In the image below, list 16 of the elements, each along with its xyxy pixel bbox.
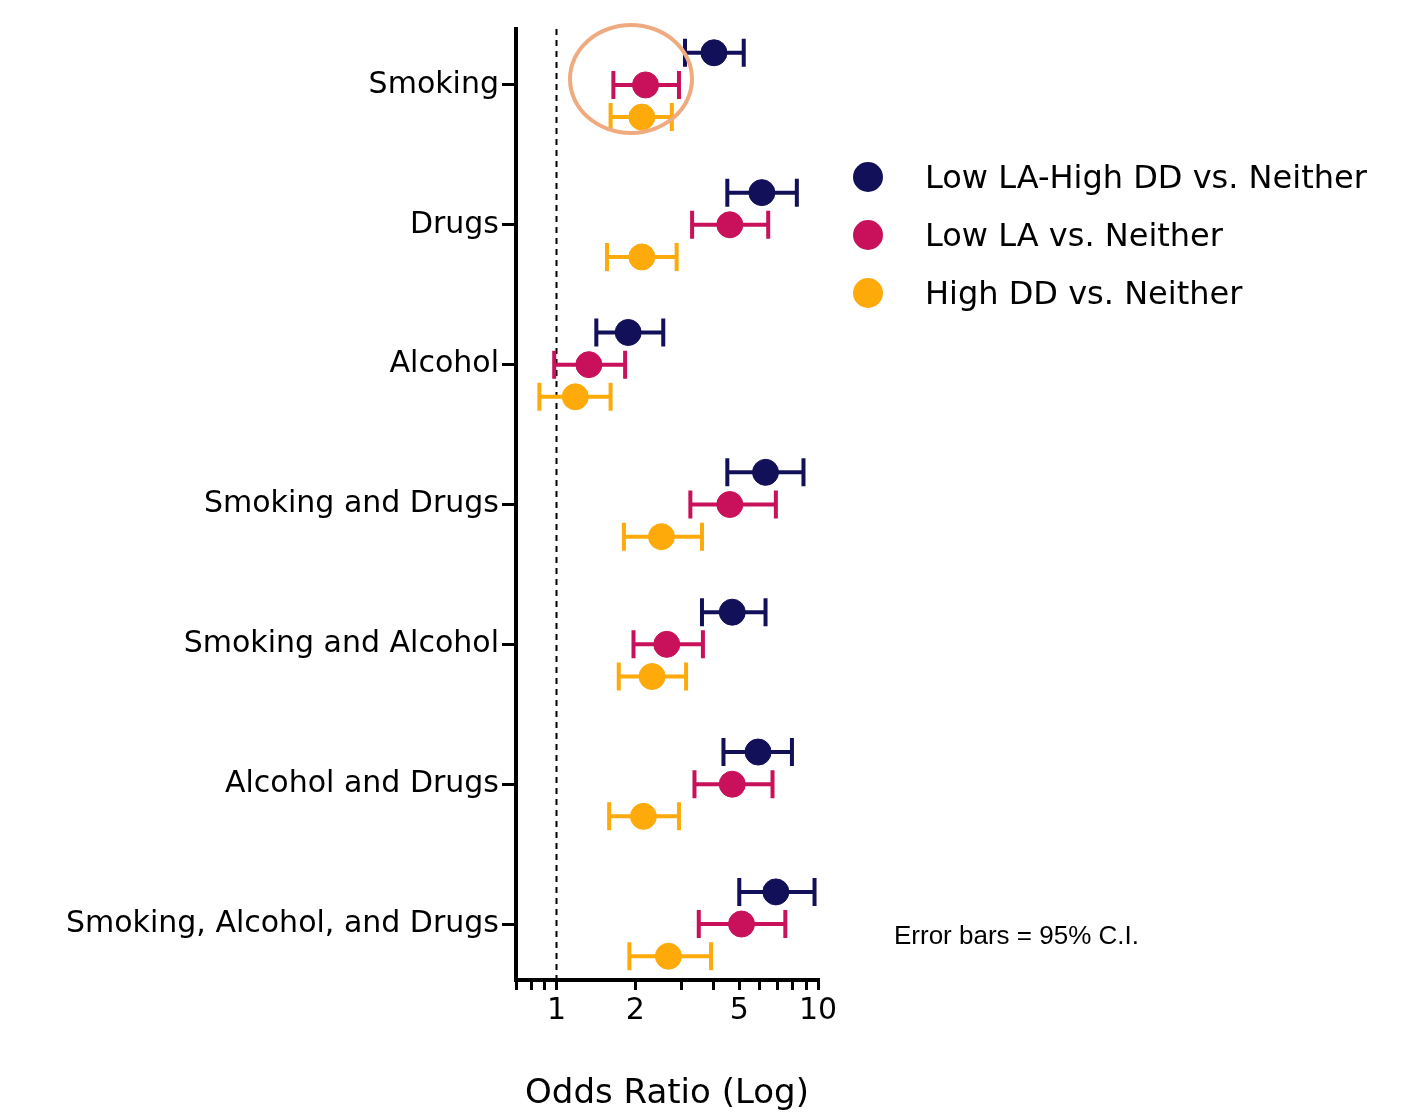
x-tick-label: 10 <box>798 990 838 1026</box>
legend-label: Low LA vs. Neither <box>925 216 1223 254</box>
x-tick-label: 1 <box>546 990 567 1026</box>
x-tick-label: 5 <box>729 990 749 1026</box>
text: Error bars = 95% C.I. <box>894 920 1139 951</box>
y-tick-label: Smoking and Drugs <box>203 484 499 520</box>
legend-label: High DD vs. Neither <box>925 274 1243 312</box>
y-tick-label: Drugs <box>409 204 499 240</box>
y-tick-label: Smoking and Alcohol <box>183 624 499 660</box>
legend-label: Low LA-High DD vs. Neither <box>925 158 1367 196</box>
y-tick-label: Smoking <box>368 64 499 100</box>
x-axis-title: Odds Ratio (Log) <box>525 1071 809 1112</box>
y-tick-label: Alcohol and Drugs <box>224 764 499 799</box>
y-tick-label: Alcohol <box>389 344 499 380</box>
x-tick-label: 2 <box>625 990 645 1026</box>
y-tick-label: Smoking, Alcohol, and Drugs <box>65 903 499 939</box>
